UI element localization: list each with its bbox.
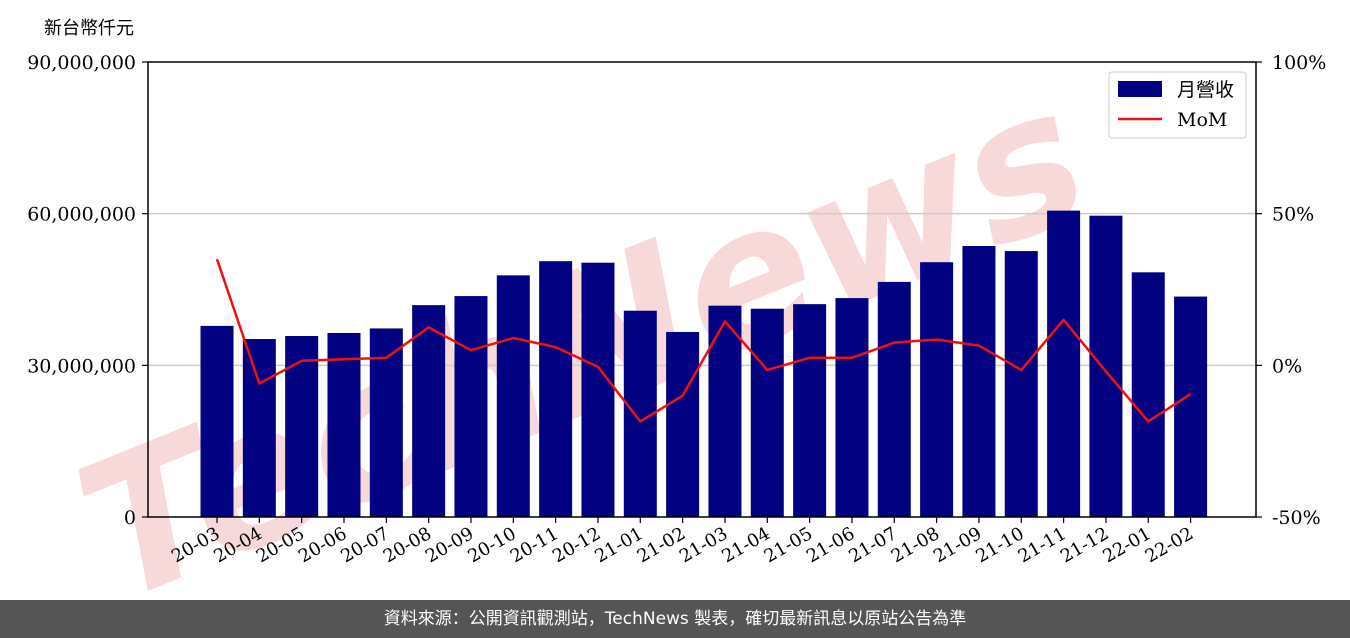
y-axis-unit-label: 新台幣仟元 — [44, 18, 134, 39]
revenue-bar — [920, 262, 954, 517]
legend-label-revenue: 月營收 — [1177, 79, 1234, 101]
right-tick-label: -50% — [1272, 507, 1321, 529]
revenue-bar — [750, 308, 784, 517]
mom-line — [215, 258, 1192, 423]
bar-series — [200, 210, 1208, 518]
right-tick-label: 50% — [1272, 204, 1314, 226]
revenue-bar — [496, 275, 530, 517]
revenue-bar — [1089, 215, 1123, 517]
revenue-bar — [708, 305, 742, 517]
revenue-bar — [369, 328, 403, 517]
legend-swatch-bar — [1118, 81, 1162, 97]
revenue-bar — [835, 298, 869, 517]
revenue-bar — [962, 246, 996, 517]
revenue-bar — [666, 331, 700, 517]
left-tick-label: 0 — [124, 507, 136, 529]
revenue-bar — [793, 304, 827, 517]
plot-frame — [147, 61, 1257, 518]
revenue-bar — [412, 305, 446, 517]
revenue-bar — [539, 261, 573, 517]
revenue-bar — [200, 325, 234, 517]
left-tick-label: 90,000,000 — [27, 52, 136, 74]
revenue-bar — [1174, 296, 1208, 517]
source-footer: 資料來源：公開資訊觀測站，TechNews 製表，確切最新訊息以原站公告為準 — [0, 600, 1350, 638]
revenue-bar — [285, 336, 319, 517]
left-tick-label: 30,000,000 — [27, 355, 136, 377]
revenue-chart: TechNews 030,000,00060,000,00090,000,000… — [27, 44, 1326, 600]
left-tick-label: 60,000,000 — [27, 204, 136, 226]
revenue-bar — [877, 281, 911, 517]
revenue-bar — [1004, 251, 1038, 518]
x-tick-label: 22-02 — [1142, 523, 1197, 567]
right-tick-label: 100% — [1272, 52, 1326, 74]
legend-label-mom: MoM — [1177, 109, 1227, 131]
right-tick-label: 0% — [1272, 355, 1302, 377]
mom-line-series — [215, 258, 1192, 423]
revenue-bar — [454, 296, 488, 517]
revenue-bar — [1131, 272, 1165, 517]
revenue-bar — [1047, 210, 1081, 517]
revenue-bar — [327, 332, 361, 517]
revenue-bar — [242, 339, 276, 517]
revenue-bar — [581, 262, 615, 517]
legend: 月營收 MoM — [1108, 71, 1247, 139]
